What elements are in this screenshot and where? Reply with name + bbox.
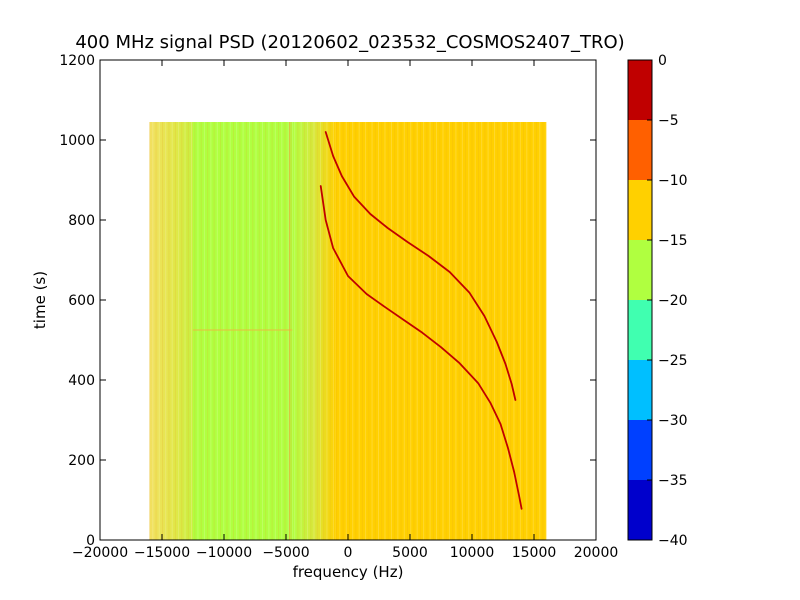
- heatmap-region-3: [335, 122, 547, 540]
- colorbar-band: [628, 420, 652, 480]
- colorbar-tick-label: −25: [658, 353, 688, 369]
- signal-trace-1: [319, 185, 523, 510]
- x-axis-label: frequency (Hz): [293, 563, 404, 581]
- y-axis-label: time (s): [31, 271, 49, 329]
- heatmap-region-0: [149, 122, 193, 540]
- heatmap-layer: [149, 122, 547, 540]
- signal-traces: [319, 131, 523, 510]
- colorbar-tick-label: 0: [658, 53, 667, 69]
- y-tick-label: 200: [68, 453, 95, 469]
- colorbar-tick-label: −35: [658, 473, 688, 489]
- x-tick-label: 20000: [574, 545, 619, 561]
- x-tick-label: −5000: [262, 545, 309, 561]
- x-axis: −20000 −15000 −10000 −5000 0 5000 10000 15000 20…: [72, 60, 618, 561]
- colorbar-band: [628, 300, 652, 360]
- x-tick-label: 15000: [512, 545, 557, 561]
- heatmap-texture: [149, 122, 547, 540]
- colorbar: −40 −35 −30 −25 −20 −15 −10 −5 0: [627, 53, 688, 549]
- colorbar-tick-label: −20: [658, 293, 688, 309]
- colorbar-band: [628, 480, 652, 540]
- colorbar-tick-label: −10: [658, 173, 688, 189]
- x-tick-label: 5000: [392, 545, 428, 561]
- y-tick-label: 400: [68, 373, 95, 389]
- colorbar-tick-label: −5: [658, 113, 679, 129]
- y-axis: 0 200 400 600 800 1000 1200: [59, 53, 596, 549]
- x-tick-label: −15000: [134, 545, 190, 561]
- colorbar-tick-label: −15: [658, 233, 688, 249]
- colorbar-tick-label: −40: [658, 533, 688, 549]
- x-tick-label: −10000: [196, 545, 252, 561]
- y-tick-label: 1200: [59, 53, 95, 69]
- x-tick-label: −20000: [72, 545, 128, 561]
- y-tick-label: 800: [68, 213, 95, 229]
- plot-area: [99, 59, 597, 541]
- y-tick-label: 0: [86, 533, 95, 549]
- colorbar-band: [628, 120, 652, 180]
- colorbar-tick-label: −30: [658, 413, 688, 429]
- chart-title: 400 MHz signal PSD (20120602_023532_COSM…: [75, 32, 624, 53]
- signal-trace-2: [324, 131, 517, 401]
- y-tick-label: 1000: [59, 133, 95, 149]
- colorbar-band: [628, 360, 652, 420]
- colorbar-band: [628, 180, 652, 240]
- x-tick-label: 0: [344, 545, 353, 561]
- colorbar-band: [628, 240, 652, 300]
- heatmap-region-1: [193, 122, 293, 540]
- x-tick-label: 10000: [450, 545, 495, 561]
- heatmap-region-2: [292, 122, 336, 540]
- y-tick-label: 600: [68, 293, 95, 309]
- colorbar-band: [628, 60, 652, 120]
